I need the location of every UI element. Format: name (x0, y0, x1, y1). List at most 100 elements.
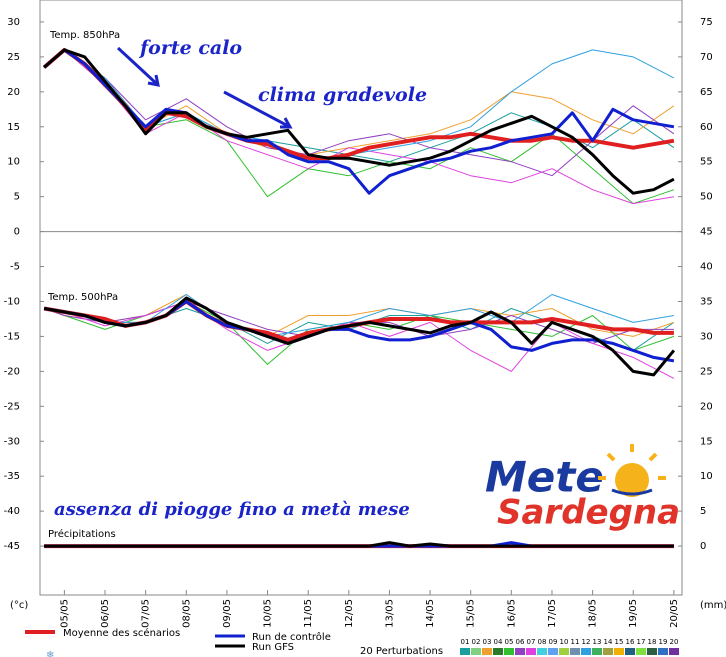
y2-tick-label: 50 (700, 192, 713, 203)
y-tick-label: -5 (10, 262, 20, 273)
legend-label: 20 (670, 638, 679, 646)
x-tick-label: 19/05 (628, 599, 639, 628)
legend-label: Run de contrôle (252, 631, 331, 643)
y2-tick-label: 25 (700, 366, 713, 377)
legend-swatch (658, 648, 668, 655)
legend-swatch (559, 648, 569, 655)
legend-swatch (647, 648, 657, 655)
logo: Mete Sardegna (485, 444, 680, 533)
panel-label: Temp. 500hPa (47, 292, 118, 303)
series-line (43, 48, 675, 195)
series-line (44, 541, 674, 548)
legend-swatch (526, 648, 536, 655)
legend-label: 01 (461, 638, 470, 646)
x-tick-label: 08/05 (181, 599, 192, 628)
legend-title: 20 Perturbations (360, 646, 443, 657)
legend-label: 17 (637, 638, 646, 646)
plot-frame (39, 0, 683, 596)
legend-label: 04 (494, 638, 503, 646)
legend-label: 13 (593, 638, 602, 646)
y2-tick-label: 65 (700, 87, 713, 98)
y-axis-label: (°c) (10, 600, 28, 611)
y2-tick-label: 75 (700, 17, 713, 28)
x-tick-label: 14/05 (425, 599, 436, 628)
x-tick-label: 05/05 (59, 599, 70, 628)
legend-swatch (471, 648, 481, 655)
x-tick-label: 09/05 (222, 599, 233, 628)
y2-tick-label: 10 (700, 471, 713, 482)
series-line (43, 49, 675, 177)
logo-text: Mete (485, 453, 604, 502)
legend-label: 05 (505, 638, 514, 646)
y2-tick-label: 55 (700, 157, 713, 168)
y-tick-label: 10 (7, 157, 20, 168)
legend-label: 11 (571, 638, 580, 646)
y2-tick-label: 15 (700, 436, 713, 447)
logo-rays (598, 444, 666, 480)
y-tick-label: -30 (4, 436, 20, 447)
series-line (43, 48, 675, 195)
y-tick-label: -20 (4, 366, 20, 377)
legend-swatch (603, 648, 613, 655)
legend-swatch (614, 648, 624, 655)
y-tick-label: -25 (4, 401, 20, 412)
x-tick-label: 12/05 (344, 599, 355, 628)
x-tick-label: 06/05 (100, 599, 111, 628)
snow-icon: ❄ (46, 650, 54, 657)
y-tick-label: -15 (4, 331, 20, 342)
y-tick-label: -10 (4, 296, 20, 307)
legend-label: 15 (615, 638, 624, 646)
panel-label: Temp. 850hPa (49, 30, 120, 41)
y2-tick-label: 0 (700, 541, 706, 552)
legend-swatch (460, 648, 470, 655)
legend-swatch (504, 648, 514, 655)
legend-label: 02 (472, 638, 481, 646)
legend-label: 14 (604, 638, 613, 646)
legend-label: 18 (648, 638, 657, 646)
annotation: assenza di piogge fino a metà mese (54, 499, 410, 520)
x-tick-label: 10/05 (263, 599, 274, 628)
legend-label: 03 (483, 638, 492, 646)
y2-tick-label: 45 (700, 227, 713, 238)
y-tick-label: 30 (7, 17, 20, 28)
y-tick-label: -35 (4, 471, 20, 482)
legend-label: 06 (516, 638, 525, 646)
y-tick-label: 0 (14, 227, 20, 238)
x-tick-label: 13/05 (384, 599, 395, 628)
annotation: clima gradevole (258, 84, 427, 106)
panel-label: Précipitations (48, 528, 116, 540)
logo-wave (611, 488, 653, 496)
y2-tick-label: 60 (700, 122, 713, 133)
series-line (42, 47, 675, 161)
legend-label: 10 (560, 638, 569, 646)
legend-swatch (592, 648, 602, 655)
y2-tick-label: 70 (700, 52, 713, 63)
y2-tick-label: 20 (700, 401, 713, 412)
x-tick-label: 07/05 (141, 599, 152, 628)
legend-label: 09 (549, 638, 558, 646)
legend-swatch (493, 648, 503, 655)
legend-label: Moyenne des scénarios (63, 627, 180, 639)
y2-tick-label: 5 (700, 506, 706, 517)
legend-swatch (482, 648, 492, 655)
y-tick-label: 20 (7, 87, 20, 98)
x-tick-label: 17/05 (547, 599, 558, 628)
logo-text: Sardegna (497, 493, 680, 533)
legend-label: 16 (626, 638, 635, 646)
legend-swatch (636, 648, 646, 655)
legend-swatch (625, 648, 635, 655)
legend-swatch (581, 648, 591, 655)
arrow (116, 46, 160, 87)
series-line (44, 294, 674, 337)
y-tick-label: -40 (4, 506, 20, 517)
logo-sun (615, 463, 649, 497)
arrow (223, 90, 293, 129)
y2-tick-label: 40 (700, 262, 713, 273)
legend-label: 08 (538, 638, 547, 646)
legend-swatch (537, 648, 547, 655)
x-tick-label: 20/05 (669, 599, 680, 628)
y-tick-label: -45 (4, 541, 20, 552)
y2-axis-label: (mm) (700, 600, 726, 611)
lines (42, 47, 676, 549)
